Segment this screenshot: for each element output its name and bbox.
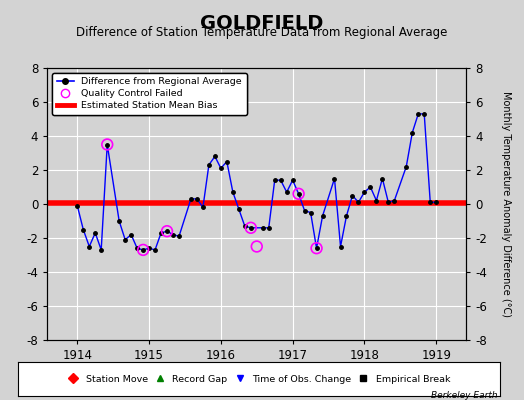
Text: Difference of Station Temperature Data from Regional Average: Difference of Station Temperature Data f…	[77, 26, 447, 39]
Y-axis label: Monthly Temperature Anomaly Difference (°C): Monthly Temperature Anomaly Difference (…	[501, 91, 511, 317]
Point	[253, 243, 261, 250]
Legend: Difference from Regional Average, Quality Control Failed, Estimated Station Mean: Difference from Regional Average, Qualit…	[52, 73, 246, 115]
Point	[103, 141, 112, 148]
Point	[163, 228, 171, 234]
Text: GOLDFIELD: GOLDFIELD	[200, 14, 324, 33]
Point	[139, 247, 147, 253]
Legend: Station Move, Record Gap, Time of Obs. Change, Empirical Break: Station Move, Record Gap, Time of Obs. C…	[66, 372, 453, 386]
Point	[294, 191, 303, 197]
Text: Berkeley Earth: Berkeley Earth	[431, 391, 498, 400]
Point	[247, 225, 255, 231]
Point	[312, 245, 321, 251]
